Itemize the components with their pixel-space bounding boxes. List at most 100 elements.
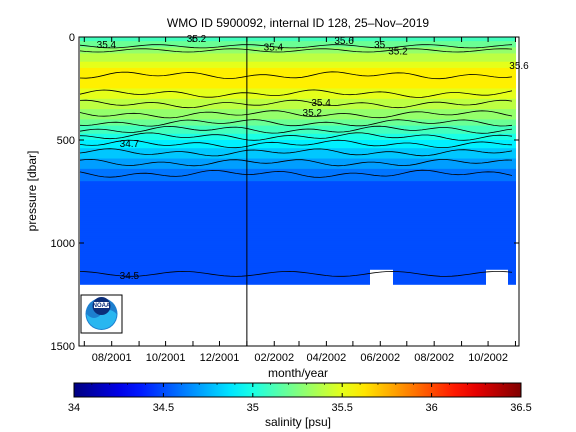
contour-line — [79, 270, 513, 277]
colorbar-gradient — [73, 382, 522, 398]
field-band — [80, 278, 516, 281]
field-band — [80, 226, 516, 230]
field-band — [80, 228, 516, 232]
field-band — [80, 187, 516, 191]
field-band — [80, 96, 516, 100]
field-band — [80, 107, 516, 110]
field-band — [80, 69, 516, 73]
field-band — [80, 162, 516, 166]
field-band — [80, 218, 516, 221]
field-band — [80, 53, 516, 57]
field-band — [80, 240, 516, 244]
colorbar-tick-label: 36.5 — [510, 402, 531, 414]
contour-label: 35.2 — [187, 34, 207, 45]
noaa-logo: NOAA — [80, 294, 123, 334]
contour-lines — [79, 44, 513, 277]
field-band — [80, 168, 516, 172]
contour-line — [79, 99, 513, 109]
no-data-gap — [486, 269, 508, 289]
colorbar-tick-label: 34.5 — [153, 402, 174, 414]
field-band — [80, 179, 516, 182]
field-band — [80, 129, 516, 133]
field-band — [80, 216, 516, 219]
x-tick-label: 08/2002 — [414, 352, 454, 364]
field-band — [80, 144, 516, 147]
contour-label: 35.4 — [97, 40, 117, 51]
field-band — [80, 111, 516, 114]
field-band — [80, 207, 516, 211]
field-band — [80, 47, 516, 50]
contour-line — [79, 132, 513, 141]
field-band — [80, 140, 516, 143]
y-tick-label: 1000 — [51, 238, 75, 250]
field-band — [80, 183, 516, 186]
noaa-logo-text: NOAA — [93, 303, 111, 309]
field-band — [80, 249, 516, 252]
x-axis-label: month/year — [268, 366, 328, 380]
contour-line — [79, 119, 513, 127]
field-band — [80, 100, 516, 104]
field-band — [80, 166, 516, 170]
chart-title: WMO ID 5900092, internal ID 128, 25–Nov–… — [167, 16, 429, 30]
field-band — [80, 257, 516, 261]
field-band — [80, 43, 516, 46]
field-band — [80, 230, 516, 234]
field-band — [80, 41, 516, 44]
field-band — [80, 88, 516, 92]
field-band — [80, 275, 516, 279]
contour-label: 35.2 — [388, 46, 408, 57]
field-band — [80, 265, 516, 269]
field-band — [80, 271, 516, 275]
field-band — [80, 125, 516, 129]
field-band — [80, 127, 516, 131]
contour-label: 35 — [374, 40, 386, 51]
x-tick-label: 10/2002 — [468, 352, 508, 364]
field-band — [80, 86, 516, 90]
field-band — [80, 247, 516, 250]
field-band — [80, 59, 516, 63]
field-band — [80, 121, 516, 125]
contour-line — [79, 44, 513, 49]
field-band — [80, 210, 516, 213]
field-band — [80, 119, 516, 123]
field-band — [80, 214, 516, 217]
field-band — [80, 267, 516, 271]
field-band — [80, 92, 516, 96]
x-axis: 08/2001 10/2001 12/2001 02/2002 04/2002 06/20… — [83, 37, 516, 364]
field-band — [80, 63, 516, 67]
field-band — [80, 102, 516, 106]
field-band — [80, 37, 516, 40]
x-tick-label: 12/2001 — [200, 352, 240, 364]
field-band — [80, 104, 516, 108]
field-band — [80, 263, 516, 267]
x-tick-label: 10/2001 — [146, 352, 186, 364]
field-band — [80, 137, 516, 141]
field-band — [80, 51, 516, 55]
contour-line — [79, 71, 513, 80]
y-tick-label: 500 — [57, 135, 75, 147]
field-band — [80, 181, 516, 184]
field-band — [80, 175, 516, 178]
y-tick-label: 0 — [69, 32, 75, 44]
colorbar-tick-label: 36 — [425, 402, 437, 414]
x-tick-label: 08/2001 — [92, 352, 132, 364]
contour-label: 35.4 — [311, 98, 331, 109]
field-band — [80, 154, 516, 158]
field-band — [80, 259, 516, 263]
field-band — [80, 67, 516, 71]
field-band — [80, 220, 516, 223]
field-band — [80, 82, 516, 85]
field-band — [80, 189, 516, 193]
contour-line — [79, 110, 513, 119]
field-band — [80, 74, 516, 77]
y-axis: 0 500 1000 1500 — [51, 32, 519, 353]
field-band — [80, 135, 516, 139]
field-band — [80, 205, 516, 209]
no-data-gap — [370, 269, 393, 289]
field-band — [80, 197, 516, 201]
field-band — [80, 131, 516, 135]
field-band — [80, 133, 516, 137]
field-band — [80, 280, 516, 283]
field-band — [80, 195, 516, 199]
